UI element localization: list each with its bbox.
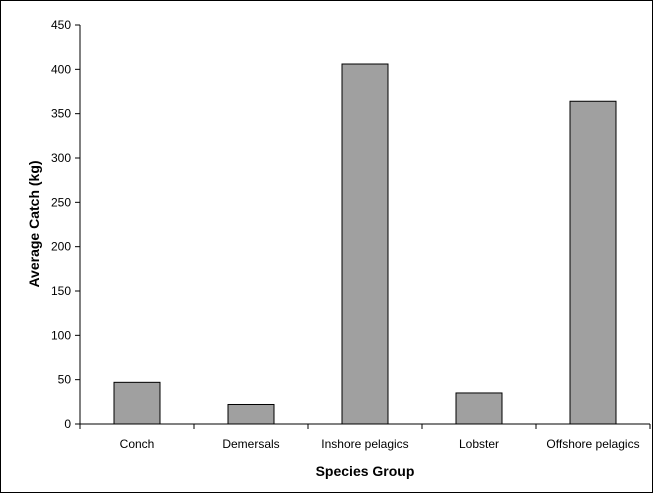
- x-tick-label: Inshore pelagics: [321, 437, 408, 451]
- y-tick-label: 400: [51, 62, 71, 76]
- y-tick-label: 100: [51, 328, 71, 342]
- y-tick-label: 300: [51, 151, 71, 165]
- x-tick-label: Conch: [120, 437, 155, 451]
- y-tick-label: 200: [51, 240, 71, 254]
- y-tick-label: 0: [64, 417, 71, 431]
- bar: [113, 381, 161, 425]
- y-tick-label: 50: [58, 373, 72, 387]
- x-axis-title: Species Group: [316, 463, 415, 479]
- bar: [569, 100, 617, 425]
- x-axis: Conch Demersals Inshore pelagics Lobster Off…: [79, 423, 651, 451]
- y-axis-title: Average Catch (kg): [26, 160, 42, 287]
- x-tick-label: Demersals: [222, 437, 279, 451]
- y-tick-label: 150: [51, 284, 71, 298]
- y-tick-label: 450: [51, 18, 71, 32]
- bar: [227, 403, 275, 425]
- bars-group: [113, 63, 617, 425]
- bar: [455, 392, 503, 425]
- bar: [341, 63, 389, 425]
- y-tick-label: 350: [51, 107, 71, 121]
- y-axis: 0 50 100 150 200 250 300 350 400 450: [51, 18, 81, 431]
- x-tick-label: Offshore pelagics: [546, 437, 639, 451]
- y-tick-label: 250: [51, 195, 71, 209]
- x-tick-label: Lobster: [459, 437, 499, 451]
